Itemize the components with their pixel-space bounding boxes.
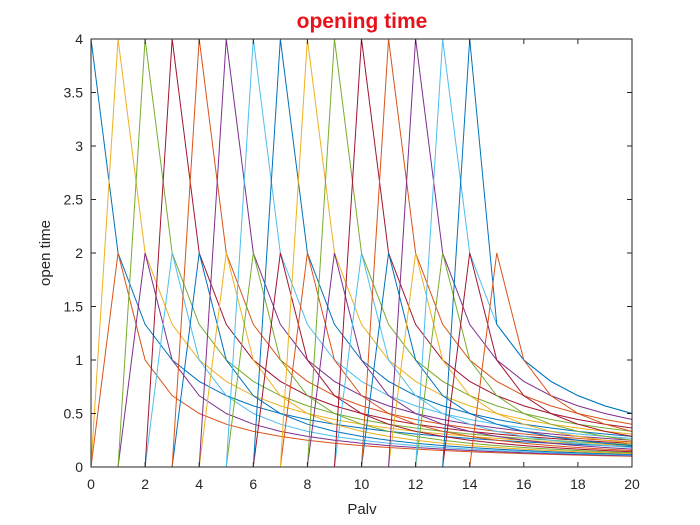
y-tick-label: 1.5 xyxy=(64,299,84,315)
y-tick-label: 3 xyxy=(75,138,83,154)
y-tick-label: 4 xyxy=(75,31,83,47)
x-axis-label: Palv xyxy=(347,501,377,518)
x-tick-label: 18 xyxy=(570,476,586,492)
series-line-4 xyxy=(91,252,633,468)
series-line-8 xyxy=(91,252,633,468)
x-tick-label: 0 xyxy=(87,476,95,492)
y-tick-label: 0 xyxy=(75,459,83,475)
x-tick-label: 8 xyxy=(304,476,312,492)
x-tick-label: 4 xyxy=(195,476,203,492)
y-tick-label: 2 xyxy=(75,245,83,261)
y-tick-label: 0.5 xyxy=(64,406,84,422)
x-tick-label: 2 xyxy=(141,476,149,492)
series-line-9 xyxy=(91,38,633,468)
series-line-2 xyxy=(90,252,633,468)
y-tick-label: 1 xyxy=(75,352,83,368)
series-line-1 xyxy=(90,38,633,448)
chart-title: opening time xyxy=(297,10,428,33)
ticks-layer: 0 2 4 6 8 10 12 14 16 18 20 0 0.5 1 1.5 2 2.5 3 3.5 4 xyxy=(64,31,640,492)
x-tick-label: 12 xyxy=(408,476,424,492)
series-line-6 xyxy=(91,252,633,468)
x-tick-label: 20 xyxy=(624,476,640,492)
y-axis-label: open time xyxy=(37,220,54,286)
y-tick-label: 2.5 xyxy=(64,192,84,208)
y-tick-label: 3.5 xyxy=(64,85,84,101)
series-line-5 xyxy=(91,38,633,468)
x-tick-label: 14 xyxy=(462,476,478,492)
x-tick-label: 16 xyxy=(516,476,532,492)
x-tick-label: 10 xyxy=(354,476,370,492)
axes-box xyxy=(90,38,633,468)
x-tick-label: 6 xyxy=(249,476,257,492)
